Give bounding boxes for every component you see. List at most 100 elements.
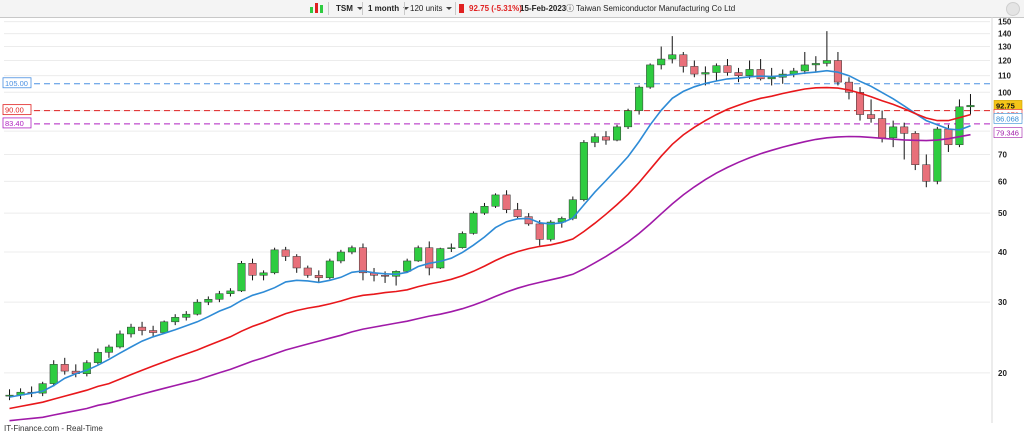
candle-body (182, 313, 191, 318)
y-tick-label: 100 (998, 88, 1012, 97)
candle-body (127, 326, 136, 335)
candle-body (149, 330, 158, 333)
y-tick-label: 130 (998, 43, 1012, 52)
y-tick-label: 120 (998, 56, 1012, 65)
settings-icon[interactable] (1006, 2, 1020, 16)
candle-body (248, 263, 257, 276)
candle-body (414, 247, 423, 262)
period-dropdown[interactable]: 1 month (368, 0, 409, 17)
candle-body (425, 247, 434, 269)
units-dropdown[interactable]: 120 units (410, 0, 452, 17)
y-axis: 2030405060708090100110120130140150 (991, 17, 1012, 423)
y-tick-label: 20 (998, 369, 1007, 378)
candle-body (690, 66, 699, 75)
moving-average-line (9, 86, 971, 410)
candle-body (259, 272, 268, 276)
candle-body (800, 64, 809, 72)
candle-body (822, 60, 831, 64)
candle-body (933, 128, 942, 182)
company-name: Taiwan Semiconductor Manufacturing Co Lt… (576, 4, 736, 13)
candle-body (171, 317, 180, 323)
candle-body (601, 136, 610, 141)
alert-icon[interactable] (459, 0, 465, 17)
candle-body (325, 260, 334, 279)
candle-body (635, 86, 644, 111)
price-tag: 79.346 (996, 129, 1019, 138)
candle-body (226, 290, 235, 294)
candle-body (723, 65, 732, 73)
candle-body (712, 65, 721, 73)
price-tag: 92.75 (996, 101, 1015, 110)
candle-body (469, 212, 478, 234)
y-tick-label: 60 (998, 177, 1007, 186)
candle-body (756, 69, 765, 80)
candle-body (944, 128, 953, 146)
candle-body (767, 76, 776, 80)
candle-body (734, 72, 743, 76)
candle-body (646, 64, 655, 88)
candle-body (314, 275, 323, 279)
candle-body (204, 299, 213, 303)
chart-toolbar: TSM 1 month 120 units 92.75 (-5.31%) 15-… (0, 0, 1024, 18)
candle-body (900, 126, 909, 134)
info-icon[interactable]: ⓘ (566, 4, 574, 13)
candle-body (270, 249, 279, 274)
candle-body (911, 133, 920, 165)
candle-body (889, 126, 898, 139)
candle-body (590, 136, 599, 143)
candle-body (138, 326, 147, 331)
candle-body (303, 267, 312, 276)
candle-body (624, 110, 633, 128)
candle-body (49, 364, 58, 384)
candle-body (436, 248, 445, 269)
candle-body (811, 63, 820, 66)
candle-body (878, 118, 887, 139)
candle-body (160, 321, 169, 333)
candle-body (60, 364, 69, 372)
level-label: 90.00 (5, 106, 24, 115)
candle-body (237, 263, 246, 292)
candle-body (336, 251, 345, 262)
candle-body (115, 333, 124, 348)
level-label: 105.00 (5, 79, 28, 88)
chart-type-icon[interactable] (308, 0, 324, 17)
moving-average-line (9, 69, 971, 398)
candle-body (104, 346, 113, 353)
candle-body (867, 114, 876, 119)
y-tick-label: 70 (998, 150, 1007, 159)
candle-body (458, 233, 467, 248)
symbol-dropdown[interactable]: TSM (336, 0, 363, 17)
y-tick-label: 110 (998, 72, 1011, 81)
price-tag: 86.068 (996, 114, 1019, 123)
candle-body (679, 54, 688, 67)
candle-body (513, 209, 522, 217)
candle-body (955, 106, 964, 146)
moving-averages (9, 69, 971, 422)
candle-body (358, 247, 367, 274)
candle-body (856, 92, 865, 115)
grid-lines (4, 21, 990, 374)
y-tick-label: 50 (998, 209, 1007, 218)
level-label-box (2, 77, 32, 89)
candle-body (447, 247, 456, 249)
candles (5, 31, 975, 401)
candle-body (491, 194, 500, 207)
candle-body (480, 206, 489, 214)
level-label-box (2, 104, 32, 116)
candle-body (381, 275, 390, 277)
candle-body (215, 293, 224, 300)
candle-body (613, 126, 622, 141)
level-label: 83.40 (5, 119, 24, 128)
level-label-box (2, 117, 32, 129)
price-tag-box (993, 127, 1023, 138)
candle-body (844, 81, 853, 93)
candle-body (922, 164, 931, 182)
level-lines: 105.00 90.00 83.40 (2, 77, 990, 129)
candle-body (668, 54, 677, 60)
candle-body (403, 260, 412, 272)
candle-body (347, 247, 356, 253)
y-tick-label: 40 (998, 248, 1007, 257)
candle-body (657, 58, 666, 66)
